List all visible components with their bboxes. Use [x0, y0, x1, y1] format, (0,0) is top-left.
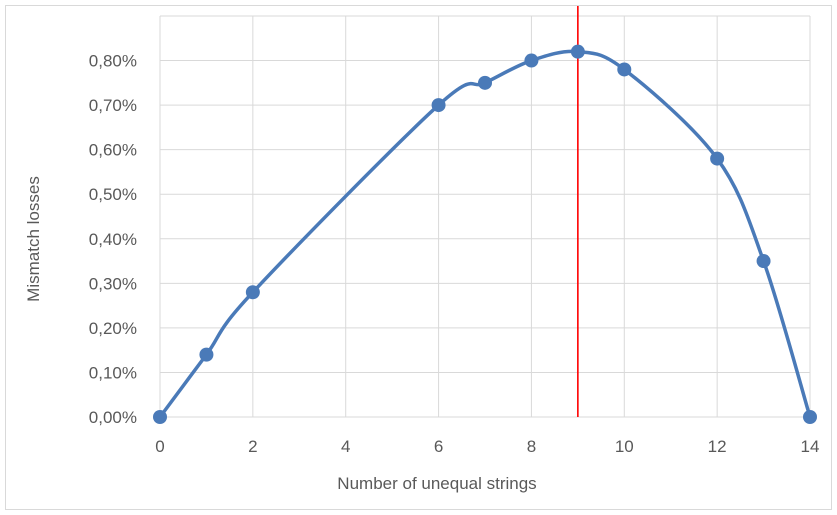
data-point	[478, 75, 492, 90]
x-tick-label: 0	[155, 437, 164, 456]
y-tick-label: 0,40%	[89, 230, 137, 249]
x-tick-label: 4	[341, 437, 350, 456]
x-tick-label: 6	[434, 437, 443, 456]
y-tick-label: 0,00%	[89, 408, 137, 427]
y-tick-label: 0,70%	[89, 96, 137, 115]
x-tick-label: 8	[527, 437, 536, 456]
x-tick-label: 10	[615, 437, 634, 456]
y-tick-label: 0,60%	[89, 141, 137, 160]
data-point	[431, 98, 446, 113]
data-point	[199, 347, 214, 362]
y-tick-label: 0,50%	[89, 185, 137, 204]
data-point	[756, 254, 771, 269]
data-point	[524, 53, 539, 68]
data-point	[245, 285, 260, 300]
markers-layer	[153, 44, 817, 424]
x-axis-title: Number of unequal strings	[337, 474, 536, 493]
series-layer	[158, 49, 812, 419]
data-point	[153, 410, 167, 424]
chart-frame	[5, 5, 832, 510]
y-tick-label: 0,20%	[89, 319, 137, 338]
y-axis-title: Mismatch losses	[24, 176, 43, 302]
x-tick-label: 2	[248, 437, 257, 456]
x-tick-label: 14	[801, 437, 820, 456]
data-point	[617, 62, 632, 77]
gridlines	[159, 15, 811, 418]
data-point	[570, 44, 585, 59]
x-tick-labels: 0 2 4 6 8 10 12 14	[155, 437, 819, 456]
series-line	[158, 49, 812, 419]
data-point	[803, 410, 817, 424]
y-tick-labels: 0,00% 0,10% 0,20% 0,30% 0,40% 0,50% 0,60% 0,70%…	[89, 52, 137, 427]
data-point	[710, 151, 725, 166]
x-tick-label: 12	[708, 437, 727, 456]
y-tick-label: 0,30%	[89, 274, 137, 293]
y-tick-label: 0,10%	[89, 363, 137, 382]
y-tick-label: 0,80%	[89, 52, 137, 71]
